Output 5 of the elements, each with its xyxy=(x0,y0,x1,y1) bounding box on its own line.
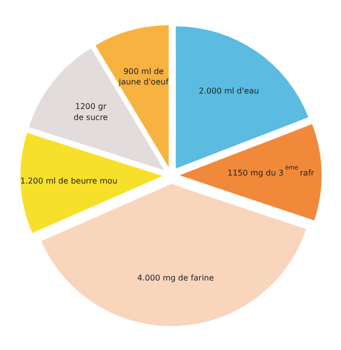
slice-label: 900 ml de jaune d'oeuf xyxy=(118,66,169,87)
slice-label: 2.000 ml d'eau xyxy=(198,86,259,96)
slice-label: 1200 gr de sucre xyxy=(74,102,108,122)
slice-label: 1.200 ml de beurre mou xyxy=(20,176,118,186)
slice-label: 4.000 mg de farine xyxy=(137,273,214,282)
